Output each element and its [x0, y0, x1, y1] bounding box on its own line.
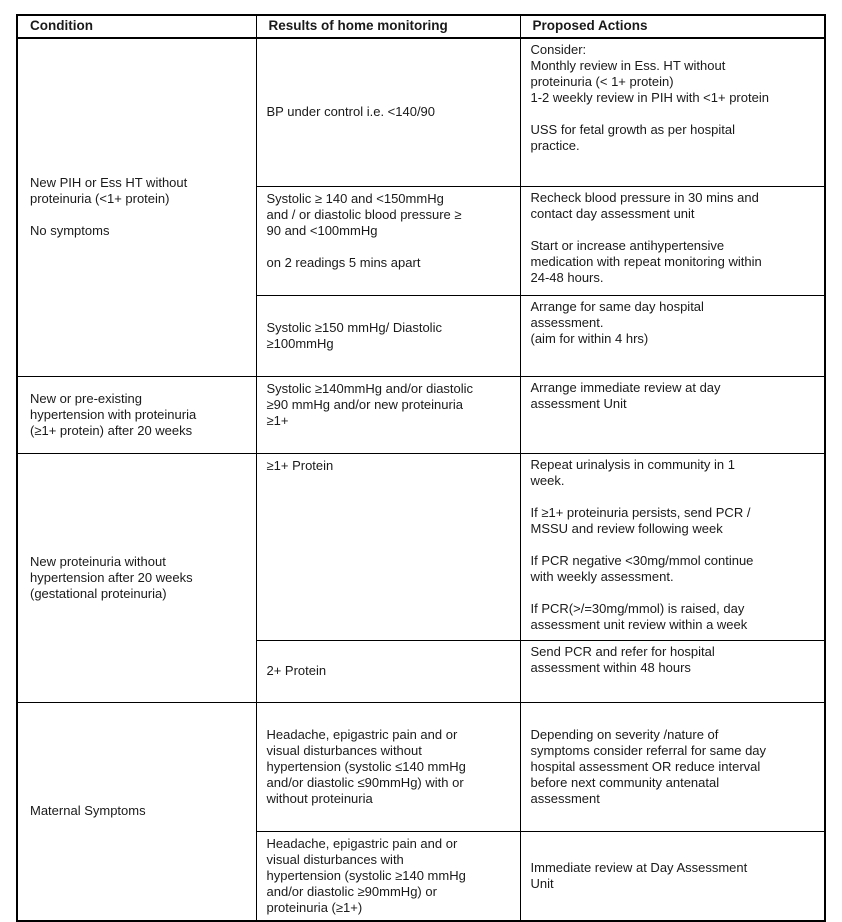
actions-text: Recheck blood pressure in 30 mins and co… — [530, 189, 762, 285]
condition-text: Maternal Symptoms — [30, 803, 146, 818]
table-row: Headache, epigastric pain and or visual … — [17, 830, 826, 921]
condition-cell: New PIH or Ess HT without proteinuria (<… — [16, 37, 257, 377]
results-text: Systolic ≥ 140 and <150mmHg and / or dia… — [266, 190, 462, 270]
header-label: Proposed Actions — [532, 18, 648, 33]
actions-cell: Arrange immediate review at day assessme… — [519, 375, 826, 454]
actions-cell: Repeat urinalysis in community in 1 week… — [519, 452, 826, 641]
results-cell: Systolic ≥ 140 and <150mmHg and / or dia… — [255, 185, 521, 296]
table-row: New PIH or Ess HT without proteinuria (<… — [16, 37, 826, 377]
table-row: New proteinuria without hypertension aft… — [16, 452, 826, 703]
actions-text: Arrange immediate review at day assessme… — [530, 379, 721, 411]
header-actions: Proposed Actions — [519, 14, 826, 39]
actions-cell: Recheck blood pressure in 30 mins and co… — [519, 185, 826, 296]
results-text: Headache, epigastric pain and or visual … — [266, 726, 466, 806]
results-cell: Headache, epigastric pain and or visual … — [255, 830, 521, 921]
actions-text: Repeat urinalysis in community in 1 week… — [530, 456, 754, 632]
results-cell: Systolic ≥150 mmHg/ Diastolic ≥100mmHg — [255, 294, 521, 377]
actions-text: Depending on severity /nature of symptom… — [530, 726, 767, 806]
condition-cell: Maternal Symptoms — [16, 701, 257, 921]
results-text: BP under control i.e. <140/90 — [266, 104, 436, 120]
table-row: Maternal Symptoms Headache, epigastric p… — [16, 701, 826, 921]
actions-cell: Send PCR and refer for hospital assessme… — [519, 639, 826, 703]
results-cell: ≥1+ Protein — [255, 452, 521, 641]
header-row: Condition Results of home monitoring Pro… — [16, 14, 826, 39]
actions-cell: Depending on severity /nature of symptom… — [519, 701, 826, 832]
results-cell: Systolic ≥140mmHg and/or diastolic ≥90 m… — [255, 375, 521, 454]
header-condition: Condition — [16, 14, 257, 39]
actions-cell: Arrange for same day hospital assessment… — [519, 294, 826, 377]
actions-text: Consider: Monthly review in Ess. HT with… — [530, 42, 769, 153]
condition-text: New proteinuria without hypertension aft… — [30, 553, 193, 601]
results-cell: BP under control i.e. <140/90 — [255, 37, 521, 187]
header-label: Condition — [30, 18, 93, 33]
actions-cell: Immediate review at Day Assessment Unit — [519, 830, 826, 921]
table-row: New or pre-existing hypertension with pr… — [16, 375, 826, 454]
condition-cell: New proteinuria without hypertension aft… — [16, 452, 257, 703]
actions-text: Send PCR and refer for hospital assessme… — [530, 643, 715, 675]
table-row: Systolic ≥150 mmHg/ Diastolic ≥100mmHg A… — [17, 294, 826, 377]
results-text: Systolic ≥150 mmHg/ Diastolic ≥100mmHg — [266, 319, 442, 351]
results-text: ≥1+ Protein — [266, 457, 334, 473]
table-row: Systolic ≥ 140 and <150mmHg and / or dia… — [17, 185, 826, 296]
header-results: Results of home monitoring — [255, 14, 521, 39]
results-cell: 2+ Protein — [255, 639, 521, 703]
actions-text: Immediate review at Day Assessment Unit — [530, 859, 748, 891]
results-text: Headache, epigastric pain and or visual … — [266, 835, 466, 915]
condition-cell: New or pre-existing hypertension with pr… — [16, 375, 257, 454]
actions-text: Arrange for same day hospital assessment… — [530, 298, 704, 346]
condition-text: New or pre-existing hypertension with pr… — [30, 390, 197, 438]
header-label: Results of home monitoring — [268, 18, 448, 33]
results-text: 2+ Protein — [266, 663, 327, 678]
results-text: Systolic ≥140mmHg and/or diastolic ≥90 m… — [266, 380, 474, 428]
condition-text: New PIH or Ess HT without proteinuria (<… — [30, 175, 188, 239]
guideline-table: Condition Results of home monitoring Pro… — [16, 14, 826, 922]
table-row: 2+ Protein Send PCR and refer for hospit… — [17, 639, 826, 703]
results-cell: Headache, epigastric pain and or visual … — [255, 701, 521, 832]
actions-cell: Consider: Monthly review in Ess. HT with… — [519, 37, 826, 187]
